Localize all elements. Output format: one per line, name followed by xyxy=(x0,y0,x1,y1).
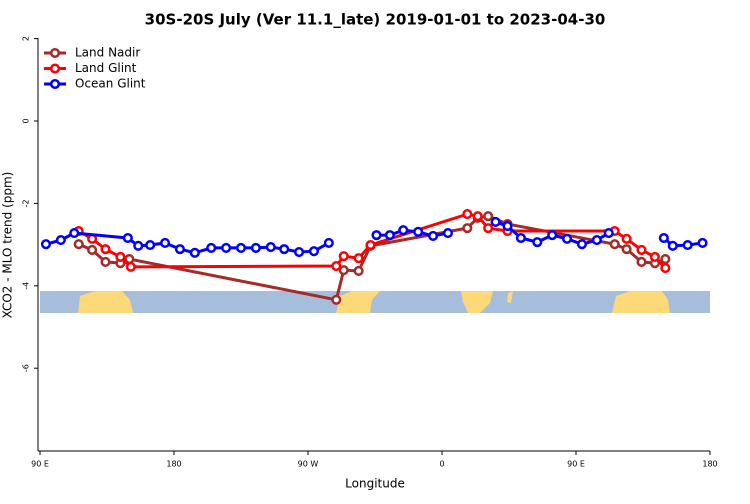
data-point xyxy=(413,226,424,237)
data-point xyxy=(462,209,473,220)
data-point xyxy=(133,240,144,251)
y-axis-label: XCO2 - MLO trend (ppm) xyxy=(1,172,15,319)
chart-title: 30S-20S July (Ver 11.1_late) 2019-01-01 … xyxy=(145,11,606,29)
data-point xyxy=(490,216,501,227)
land-shape xyxy=(461,291,493,313)
data-point xyxy=(682,239,693,251)
data-point xyxy=(323,237,334,249)
data-point xyxy=(428,230,439,241)
y-tick-label: 2 xyxy=(22,36,31,41)
x-tick-label: 90 E xyxy=(567,460,585,469)
data-point xyxy=(483,211,494,222)
data-point xyxy=(649,251,660,263)
data-point xyxy=(250,242,261,253)
y-tick-label: -2 xyxy=(22,199,31,207)
y-tick-label: 0 xyxy=(22,118,31,123)
legend-label: Land Nadir xyxy=(75,46,140,60)
data-point xyxy=(384,230,395,241)
data-point xyxy=(636,244,647,256)
data-point xyxy=(562,233,573,244)
ocean-band xyxy=(40,291,710,313)
data-point xyxy=(365,239,376,251)
data-point xyxy=(235,242,247,253)
data-point xyxy=(697,237,708,249)
data-point xyxy=(69,228,80,239)
data-point xyxy=(442,228,454,239)
data-point xyxy=(122,232,133,244)
data-point xyxy=(462,223,473,234)
data-point xyxy=(502,221,513,232)
data-point xyxy=(353,265,364,277)
x-tick-label: 90 E xyxy=(31,460,49,469)
data-point xyxy=(100,244,111,255)
data-point xyxy=(279,244,290,255)
data-point xyxy=(515,232,526,244)
data-point xyxy=(308,246,320,257)
data-point xyxy=(636,256,647,267)
data-point xyxy=(174,244,186,255)
series-line xyxy=(45,220,703,255)
legend-label: Land Glint xyxy=(75,61,137,75)
data-point xyxy=(532,237,543,248)
data-point xyxy=(621,233,632,244)
map-strip xyxy=(40,291,710,313)
legend-label: Ocean Glint xyxy=(75,77,146,91)
data-point xyxy=(206,242,217,253)
data-point xyxy=(331,294,342,305)
x-tick-label: 0 xyxy=(439,460,444,469)
data-point xyxy=(547,230,558,241)
land-shape xyxy=(507,291,513,303)
data-point xyxy=(658,232,669,244)
data-point xyxy=(576,239,588,250)
data-point xyxy=(621,244,632,255)
data-point xyxy=(160,237,171,249)
legend-marker xyxy=(49,78,61,90)
data-point xyxy=(591,235,602,246)
data-point xyxy=(472,211,483,222)
x-tick-label: 180 xyxy=(166,460,181,469)
data-point xyxy=(331,260,342,272)
legend-marker xyxy=(49,63,61,74)
data-point xyxy=(221,242,232,253)
data-point xyxy=(73,239,84,250)
data-point xyxy=(353,253,364,264)
data-point xyxy=(660,253,671,265)
data-point xyxy=(338,251,349,262)
data-point xyxy=(294,246,305,258)
data-point xyxy=(609,239,620,250)
data-point xyxy=(100,256,111,267)
data-point xyxy=(667,240,678,251)
data-point xyxy=(40,239,52,250)
land-shape xyxy=(78,291,133,313)
x-tick-label: 180 xyxy=(702,460,717,469)
data-point xyxy=(338,265,349,276)
data-point xyxy=(483,223,494,234)
data-point xyxy=(371,230,382,241)
data-point xyxy=(398,225,409,236)
data-point xyxy=(55,235,66,246)
data-point xyxy=(265,242,276,253)
data-point xyxy=(603,228,614,239)
y-tick-label: -6 xyxy=(22,364,31,372)
data-point xyxy=(115,251,126,263)
data-point xyxy=(145,239,156,251)
data-point xyxy=(189,247,200,258)
x-tick-label: 90 W xyxy=(298,460,319,469)
land-shape xyxy=(612,291,670,313)
data-point xyxy=(660,263,671,274)
data-point xyxy=(125,261,136,272)
legend-marker xyxy=(49,47,61,59)
y-tick-label: -4 xyxy=(22,282,31,290)
land-shape xyxy=(336,291,380,313)
data-point xyxy=(87,244,98,256)
x-axis-label: Longitude xyxy=(345,477,405,491)
